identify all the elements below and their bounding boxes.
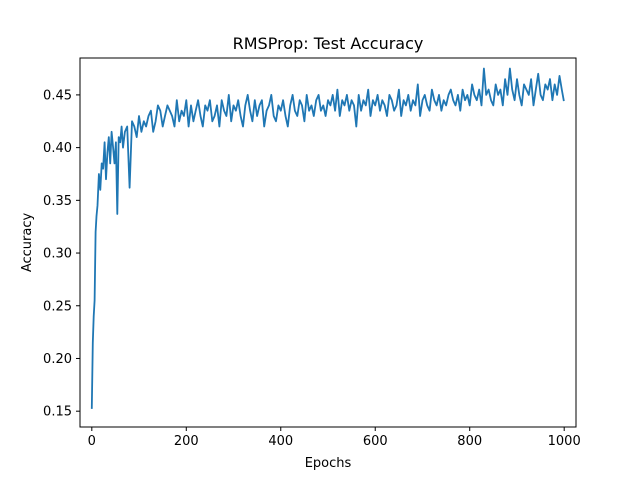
series-line: [90, 67, 565, 409]
x-tick-label: 200: [174, 434, 199, 449]
plot-frame: [79, 57, 577, 428]
y-tick-label: 0.45: [43, 88, 72, 103]
y-tick-label: 0.20: [43, 352, 72, 367]
x-axis-label: Epochs: [305, 456, 352, 471]
y-tick-label: 0.30: [43, 247, 72, 262]
chart-title: RMSProp: Test Accuracy: [233, 34, 424, 53]
y-tick-label: 0.35: [43, 194, 72, 209]
y-tick-label: 0.40: [43, 141, 72, 156]
x-tick-label: 1000: [548, 434, 581, 449]
y-tick-label: 0.25: [43, 299, 72, 314]
y-tick-label: 0.15: [43, 405, 72, 420]
x-tick-label: 400: [268, 434, 293, 449]
x-tick-label: 800: [457, 434, 482, 449]
y-axis-label: Accuracy: [20, 213, 35, 273]
x-tick-label: 0: [88, 434, 96, 449]
x-axis-ticks: 0 200 400 600 800 1000: [88, 427, 581, 449]
x-tick-label: 600: [363, 434, 388, 449]
plot-area: [80, 58, 576, 427]
y-axis-ticks: 0.15 0.20 0.25 0.30 0.35 0.40 0.45: [43, 88, 80, 420]
